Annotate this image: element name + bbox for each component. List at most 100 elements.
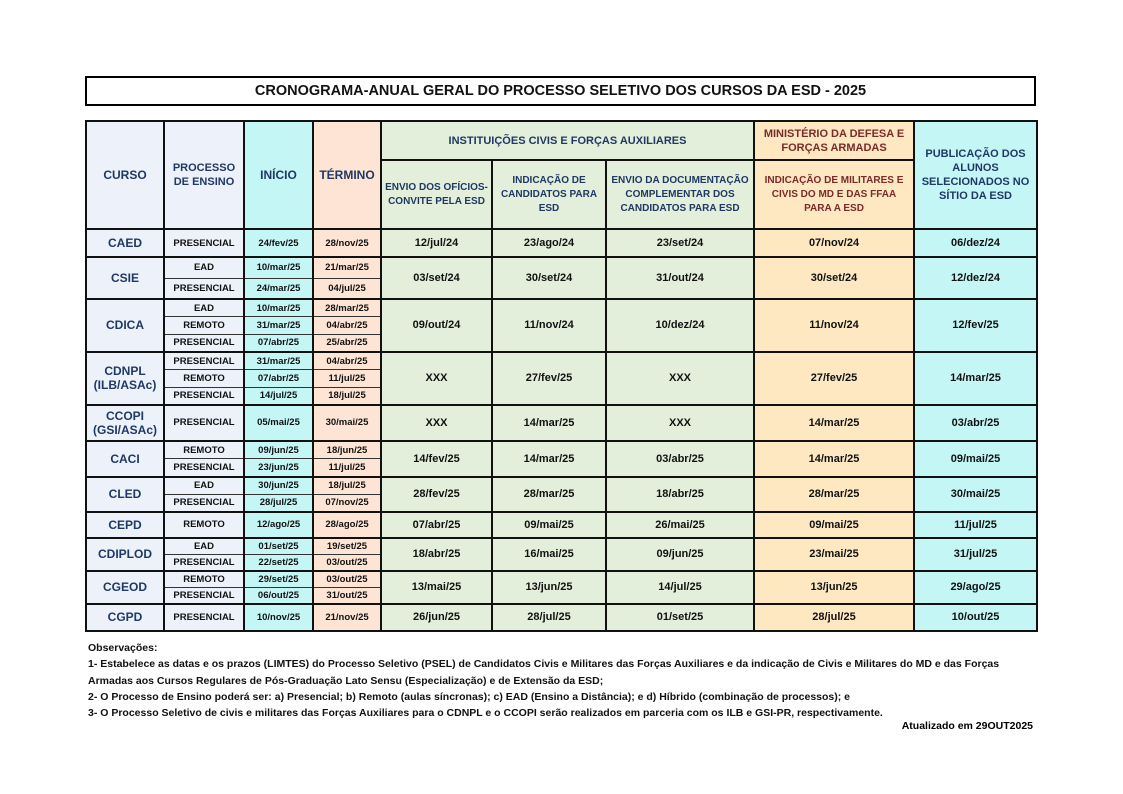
termino-date: 07/nov/25: [312, 493, 382, 513]
termino-date: 11/jul/25: [312, 458, 382, 478]
indicacao-candidatos-date: 14/mar/25: [491, 439, 607, 478]
processo-ensino: REMOTO: [163, 510, 245, 539]
inicio-date: 10/mar/25: [243, 298, 314, 318]
header-envio-oficios: ENVIO DOS OFÍCIOS-CONVITE PELA ESD: [380, 159, 493, 230]
table-row: PRESENCIAL 22/set/25 03/out/25: [86, 553, 1037, 572]
note-item: 3- O Processo Seletivo de civis e milita…: [88, 707, 883, 720]
inicio-date: 28/jul/25: [243, 493, 314, 513]
envio-documentacao-date: 09/jun/25: [604, 536, 756, 572]
indicacao-md-date: 14/mar/25: [753, 403, 916, 442]
inicio-date: 01/set/25: [243, 536, 314, 555]
header-md-group: MINISTÉRIO DA DEFESA E FORÇAS ARMADAS: [753, 120, 916, 161]
table-row: CEPD REMOTO 12/ago/25 28/ago/25 07/abr/25 09/…: [85, 510, 1039, 539]
indicacao-candidatos-date: 16/mai/25: [491, 536, 607, 572]
notes-section: Observações: 1- Estabelece as datas e os…: [88, 640, 1033, 721]
indicacao-candidatos-date: 30/set/24: [491, 256, 607, 300]
processo-ensino: REMOTO: [163, 369, 245, 388]
header-inicio: INÍCIO: [243, 120, 314, 230]
envio-documentacao-date: 23/set/24: [604, 228, 756, 258]
table-row: CDNPL (ILB/ASAc) PRESENCIAL 31/mar/25 04/ab…: [85, 350, 1039, 406]
table-row: PRESENCIAL 14/jul/25 18/jul/25: [86, 386, 1037, 406]
indicacao-md-date: 11/nov/24: [753, 298, 916, 353]
termino-date: 28/mar/25: [312, 298, 382, 318]
indicacao-candidatos-date: 09/mai/25: [491, 510, 607, 539]
inicio-date: 24/fev/25: [243, 228, 314, 258]
processo-ensino: PRESENCIAL: [163, 386, 245, 406]
note-item: 2- O Processo de Ensino poderá ser: a) P…: [88, 690, 851, 703]
inicio-date: 05/mai/25: [243, 403, 314, 442]
indicacao-md-date: 27/fev/25: [753, 350, 916, 406]
termino-date: 04/abr/25: [312, 316, 382, 335]
processo-ensino: PRESENCIAL: [163, 458, 245, 478]
course-name: CDICA: [85, 298, 165, 353]
inicio-date: 14/jul/25: [243, 386, 314, 406]
envio-oficios-date: 14/fev/25: [380, 439, 493, 478]
indicacao-md-date: 30/set/24: [753, 256, 916, 300]
table-row: CGEOD REMOTO 29/set/25 03/out/25 13/mai/25 13…: [85, 569, 1039, 605]
processo-ensino: PRESENCIAL: [163, 602, 245, 632]
table-row: CLED EAD 30/jun/25 18/jul/25 28/fev/25 28/mar…: [85, 475, 1039, 513]
inicio-date: 31/mar/25: [243, 350, 314, 371]
indicacao-md-date: 09/mai/25: [753, 510, 916, 539]
envio-documentacao-date: 03/abr/25: [604, 439, 756, 478]
inicio-date: 09/jun/25: [243, 439, 314, 460]
termino-date: 18/jul/25: [312, 386, 382, 406]
inicio-date: 10/mar/25: [243, 256, 314, 279]
publicacao-date: 29/ago/25: [913, 569, 1039, 605]
document-title: CRONOGRAMA-ANUAL GERAL DO PROCESSO SELET…: [85, 76, 1036, 106]
envio-documentacao-date: 14/jul/25: [604, 569, 756, 605]
termino-date: 03/out/25: [312, 569, 382, 588]
inicio-date: 22/set/25: [243, 553, 314, 572]
indicacao-candidatos-date: 23/ago/24: [491, 228, 607, 258]
header-indicacao-md: INDICAÇÃO DE MILITARES E CIVIS DO MD E D…: [753, 159, 916, 230]
course-name: CSIE: [85, 256, 165, 300]
notes-heading: Observações:: [88, 642, 158, 654]
table-row: PRESENCIAL 28/jul/25 07/nov/25: [86, 493, 1037, 513]
envio-oficios-date: XXX: [380, 350, 493, 406]
indicacao-candidatos-date: 28/jul/25: [491, 602, 607, 632]
termino-date: 25/abr/25: [312, 333, 382, 353]
envio-documentacao-date: 26/mai/25: [604, 510, 756, 539]
updated-date: Atualizado em 29OUT2025: [901, 720, 1033, 732]
inicio-date: 31/mar/25: [243, 316, 314, 335]
indicacao-candidatos-date: 13/jun/25: [491, 569, 607, 605]
publicacao-date: 03/abr/25: [913, 403, 1039, 442]
processo-ensino: PRESENCIAL: [163, 277, 245, 300]
termino-date: 28/nov/25: [312, 228, 382, 258]
envio-oficios-date: 07/abr/25: [380, 510, 493, 539]
envio-oficios-date: 18/abr/25: [380, 536, 493, 572]
table-row: PRESENCIAL 23/jun/25 11/jul/25: [86, 458, 1037, 478]
envio-oficios-date: 26/jun/25: [380, 602, 493, 632]
inicio-date: 06/out/25: [243, 586, 314, 605]
envio-oficios-date: 13/mai/25: [380, 569, 493, 605]
termino-date: 30/mai/25: [312, 403, 382, 442]
inicio-date: 10/nov/25: [243, 602, 314, 632]
course-name: CACI: [85, 439, 165, 478]
publicacao-date: 10/out/25: [913, 602, 1039, 632]
header-indicacao-candidatos: INDICAÇÃO DE CANDIDATOS PARA ESD: [491, 159, 607, 230]
termino-date: 21/mar/25: [312, 256, 382, 279]
course-name: CEPD: [85, 510, 165, 539]
inicio-date: 24/mar/25: [243, 277, 314, 300]
processo-ensino: EAD: [163, 536, 245, 555]
note-item: 1- Estabelece as datas e os prazos (LIMT…: [88, 658, 1000, 687]
processo-ensino: PRESENCIAL: [163, 493, 245, 513]
publicacao-date: 11/jul/25: [913, 510, 1039, 539]
termino-date: 31/out/25: [312, 586, 382, 605]
envio-oficios-date: XXX: [380, 403, 493, 442]
table-row: REMOTO 07/abr/25 11/jul/25: [86, 369, 1037, 388]
processo-ensino: PRESENCIAL: [163, 350, 245, 371]
course-name: CAED: [85, 228, 165, 258]
table-row: PRESENCIAL 07/abr/25 25/abr/25: [86, 333, 1037, 353]
header-civis-group: INSTITUIÇÕES CIVIS E FORÇAS AUXILIARES: [379, 120, 756, 161]
publicacao-date: 14/mar/25: [913, 350, 1039, 406]
header-envio-documentacao: ENVIO DA DOCUMENTAÇÃO COMPLEMENTAR DOS C…: [604, 159, 756, 230]
publicacao-date: 06/dez/24: [913, 228, 1039, 258]
table-row: CDICA EAD 10/mar/25 28/mar/25 09/out/24 11/no…: [85, 298, 1039, 353]
indicacao-md-date: 28/mar/25: [753, 475, 916, 513]
envio-oficios-date: 28/fev/25: [380, 475, 493, 513]
publicacao-date: 31/jul/25: [913, 536, 1039, 572]
schedule-table: CURSO PROCESSO DE ENSINO INÍCIO TÉRMINO …: [85, 120, 1039, 632]
inicio-date: 07/abr/25: [243, 333, 314, 353]
indicacao-candidatos-date: 11/nov/24: [491, 298, 607, 353]
